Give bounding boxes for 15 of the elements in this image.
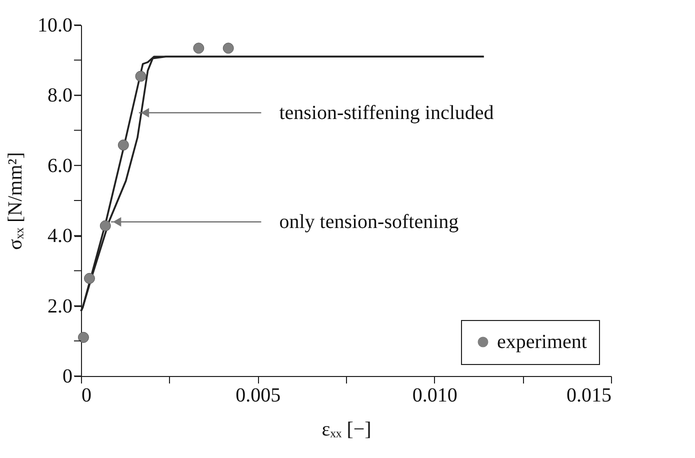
y-tick-label: 0 [62, 366, 72, 388]
y-tick-label: 10.0 [38, 14, 72, 36]
x-tick-label: 0.010 [412, 384, 458, 406]
x-tick-label: 0.015 [566, 384, 612, 406]
y-axis-title: σₓₓ [N/mm²] [4, 152, 26, 250]
x-axis-title: εₓₓ [−] [322, 418, 372, 440]
y-tick-label: 6.0 [48, 154, 72, 177]
x-tick-label: 0.005 [236, 384, 281, 406]
legend-label: experiment [497, 331, 588, 353]
annotation: tension-stiffening included [279, 102, 494, 124]
x-tick-label: 0 [82, 384, 92, 406]
y-tick-label: 4.0 [48, 225, 72, 248]
y-tick-label: 2.0 [48, 295, 72, 318]
annotation: only tension-softening [279, 210, 459, 233]
y-tick-label: 8.0 [48, 84, 72, 107]
